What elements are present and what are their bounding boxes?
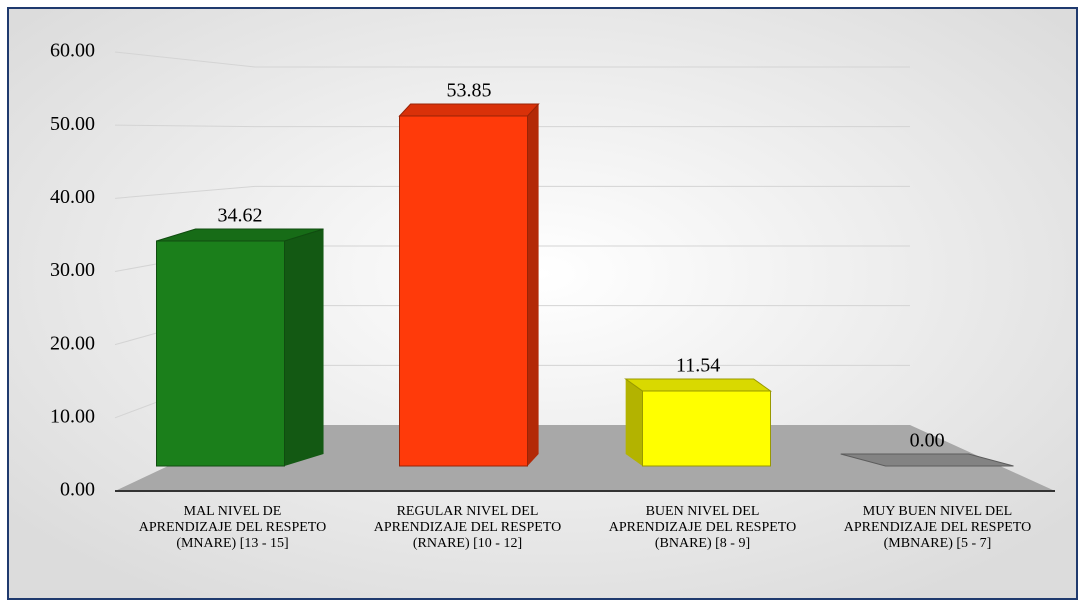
data-label: 0.00 xyxy=(910,430,945,452)
bar-side xyxy=(284,228,324,466)
bar xyxy=(399,115,528,467)
data-label: 34.62 xyxy=(218,205,263,227)
data-label: 11.54 xyxy=(676,355,720,377)
x-tick-label: MAL NIVEL DE APRENDIZAJE DEL RESPETO (MN… xyxy=(138,504,327,551)
floor xyxy=(115,425,1055,491)
bar xyxy=(642,390,771,467)
y-tick-label: 20.00 xyxy=(50,332,95,354)
y-tick-label: 40.00 xyxy=(50,186,95,208)
bar-top xyxy=(624,378,773,392)
x-tick-label: REGULAR NIVEL DEL APRENDIZAJE DEL RESPET… xyxy=(373,504,562,551)
grid-line xyxy=(114,185,910,199)
y-tick-label: 0.00 xyxy=(60,479,95,501)
x-tick-label: MUY BUEN NIVEL DEL APRENDIZAJE DEL RESPE… xyxy=(843,504,1032,551)
data-label: 53.85 xyxy=(447,80,492,102)
y-tick-label: 60.00 xyxy=(50,40,95,62)
bar-side xyxy=(527,103,539,466)
grid-line xyxy=(114,51,910,68)
y-tick-label: 10.00 xyxy=(50,405,95,427)
grid-line xyxy=(114,124,910,128)
bar-top xyxy=(398,103,540,117)
bar xyxy=(156,240,285,467)
y-tick-label: 50.00 xyxy=(50,113,95,135)
y-tick-label: 30.00 xyxy=(50,259,95,281)
bar-top xyxy=(840,453,1014,467)
x-tick-label: BUEN NIVEL DEL APRENDIZAJE DEL RESPETO (… xyxy=(608,504,797,551)
bar-side xyxy=(625,378,643,466)
